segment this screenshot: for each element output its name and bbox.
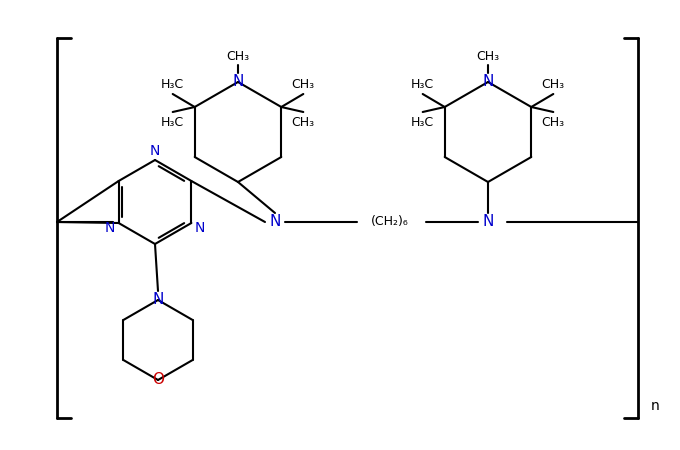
Text: (CH₂)₆: (CH₂)₆: [371, 215, 409, 228]
Text: CH₃: CH₃: [292, 78, 315, 91]
Text: N: N: [482, 215, 494, 230]
Text: CH₃: CH₃: [477, 50, 500, 63]
Text: N: N: [150, 144, 160, 158]
Text: H₃C: H₃C: [161, 116, 184, 129]
Text: N: N: [269, 215, 281, 230]
Text: CH₃: CH₃: [226, 50, 250, 63]
Text: CH₃: CH₃: [542, 116, 565, 129]
Text: N: N: [152, 292, 164, 307]
Text: CH₃: CH₃: [292, 116, 315, 129]
Text: H₃C: H₃C: [161, 78, 184, 91]
Text: CH₃: CH₃: [542, 78, 565, 91]
Text: O: O: [152, 373, 164, 387]
Text: H₃C: H₃C: [411, 116, 435, 129]
Text: N: N: [233, 75, 243, 90]
Text: n: n: [651, 399, 660, 413]
Text: H₃C: H₃C: [411, 78, 435, 91]
Text: N: N: [105, 220, 115, 234]
Text: N: N: [195, 220, 205, 234]
Text: N: N: [482, 75, 494, 90]
